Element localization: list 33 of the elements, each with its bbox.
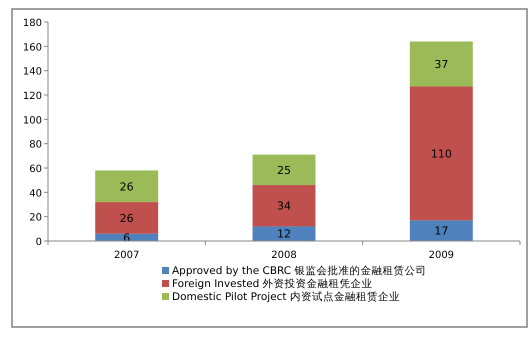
legend-label: Domestic Pilot Project 内资试点金融租赁企业 xyxy=(172,290,400,303)
y-tick-label: 40 xyxy=(29,188,42,200)
bar xyxy=(252,185,316,226)
data-label: 110 xyxy=(430,147,452,160)
y-tick-label: 140 xyxy=(22,66,42,78)
y-tick-label: 80 xyxy=(29,140,42,151)
legend-label: Approved by the CBRC 银监会批准的金融租赁公司 xyxy=(172,264,426,277)
data-label: 37 xyxy=(434,58,448,71)
x-tick-label: 2009 xyxy=(428,250,454,261)
bar xyxy=(252,154,316,186)
data-label: 12 xyxy=(277,228,291,241)
y-tick-label: 120 xyxy=(22,91,42,102)
legend-label: Foreign Invested 外资投资金融租凭企业 xyxy=(172,277,373,290)
y-tick-label: 60 xyxy=(29,164,42,175)
bar xyxy=(410,86,473,220)
data-label: 17 xyxy=(434,224,448,238)
bar xyxy=(252,226,316,241)
data-label: 25 xyxy=(277,164,291,177)
x-tick-label: 2008 xyxy=(271,250,297,261)
data-label: 26 xyxy=(120,212,134,225)
y-tick-label: 180 xyxy=(22,18,42,29)
x-tick-label: 2007 xyxy=(114,250,140,261)
bar xyxy=(410,220,473,241)
bar xyxy=(95,234,158,241)
bar xyxy=(95,170,158,202)
y-tick-label: 0 xyxy=(36,237,42,248)
y-tick-label: 20 xyxy=(29,212,42,224)
data-label: 26 xyxy=(120,180,134,194)
data-label: 34 xyxy=(277,200,291,213)
y-tick-label: 100 xyxy=(22,115,42,126)
bar xyxy=(95,202,158,234)
bar xyxy=(410,41,473,86)
y-tick-label: 160 xyxy=(22,42,42,54)
